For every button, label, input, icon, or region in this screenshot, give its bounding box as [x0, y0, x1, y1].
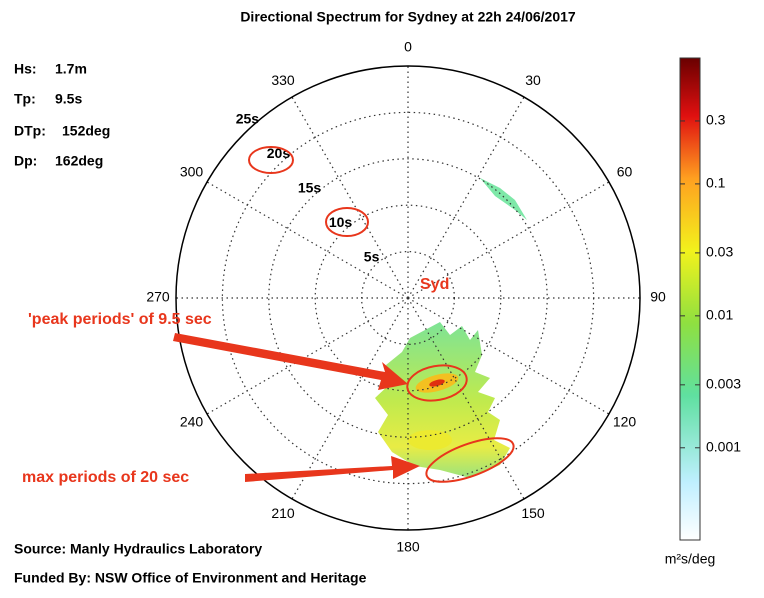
stat-value: 152deg — [62, 123, 110, 139]
chart-title: Directional Spectrum for Sydney at 22h 2… — [240, 9, 576, 25]
spoke — [407, 297, 610, 415]
annotation-marks — [248, 146, 515, 483]
ring — [221, 111, 595, 485]
spoke — [407, 297, 525, 500]
radial-label: 25s — [236, 110, 260, 126]
angle-label: 240 — [180, 414, 204, 430]
arrow — [173, 333, 408, 390]
angle-label: 30 — [525, 72, 541, 88]
angle-label: 120 — [613, 414, 637, 430]
colorbar-label: 0.03 — [706, 244, 733, 260]
colorbar-label: 0.001 — [706, 438, 741, 454]
angle-label: 210 — [271, 505, 295, 521]
angle-label: 0 — [404, 39, 412, 55]
ring — [361, 251, 456, 346]
angle-label: 90 — [650, 289, 666, 305]
stat-label: Tp: — [14, 91, 36, 107]
footer: Funded By: NSW Office of Environment and… — [14, 570, 367, 586]
center-label: Syd — [420, 276, 449, 293]
ring — [268, 158, 548, 438]
colorbar-label: 0.003 — [706, 376, 741, 392]
stat-value: 1.7m — [55, 61, 87, 77]
stat-label: Hs: — [14, 61, 37, 77]
radial-label: 5s — [364, 248, 380, 264]
radial-label: 10s — [329, 214, 353, 230]
colorbar — [679, 57, 701, 541]
spoke — [291, 297, 409, 500]
stat-label: DTp: — [14, 123, 46, 139]
angle-label: 330 — [271, 72, 295, 88]
spoke — [407, 181, 610, 299]
annotation: max periods of 20 sec — [22, 469, 189, 486]
radial-label: 15s — [298, 179, 322, 195]
angle-label: 150 — [521, 505, 545, 521]
colorbar-label: 0.1 — [706, 175, 726, 191]
footer: Source: Manly Hydraulics Laboratory — [14, 541, 262, 557]
colorbar-label: 0.01 — [706, 307, 733, 323]
angle-label: 180 — [396, 539, 420, 555]
arrow — [245, 456, 420, 482]
angle-label: 60 — [617, 164, 633, 180]
stat-value: 162deg — [55, 153, 103, 169]
spoke — [291, 96, 409, 299]
outer-circle — [175, 65, 641, 531]
colorbar-label: 0.3 — [706, 112, 726, 128]
annotation: 'peak periods' of 9.5 sec — [28, 311, 212, 328]
angle-label: 270 — [146, 289, 170, 305]
colorbar-unit: m²s/deg — [665, 551, 716, 567]
spoke — [407, 96, 525, 299]
stat-value: 9.5s — [55, 91, 82, 107]
stat-label: Dp: — [14, 153, 37, 169]
spoke — [206, 181, 409, 299]
angle-label: 300 — [180, 164, 204, 180]
spoke — [206, 297, 409, 415]
